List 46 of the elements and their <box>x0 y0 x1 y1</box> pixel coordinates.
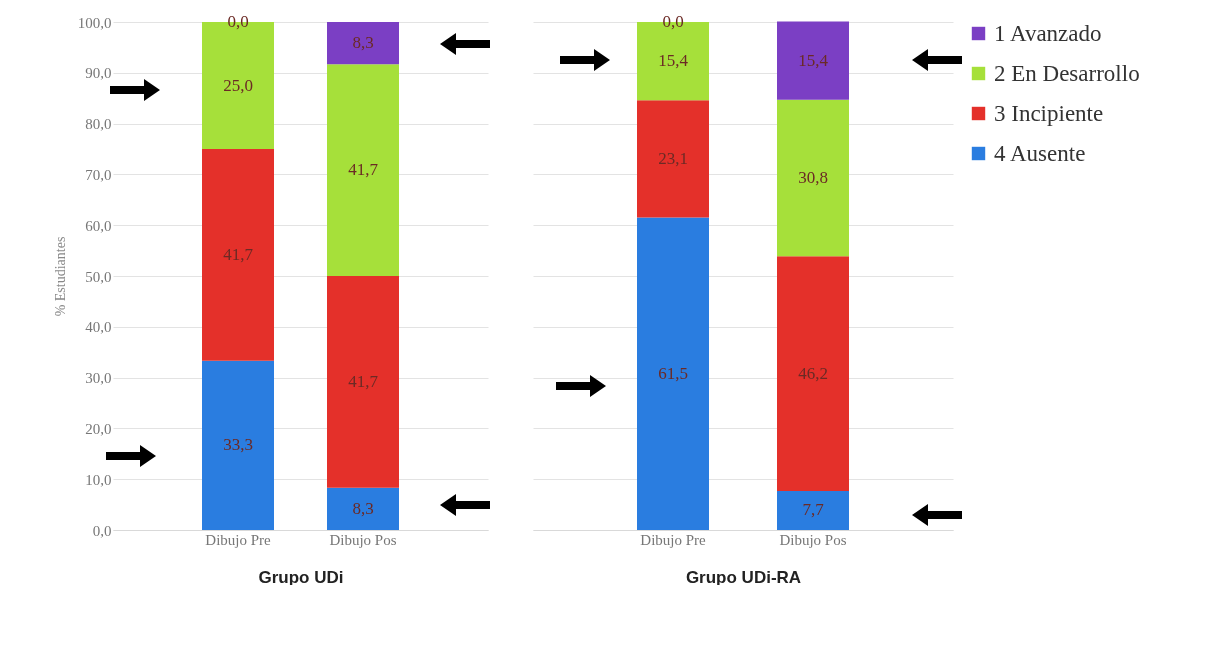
bar <box>202 360 274 530</box>
data-label: 15,4 <box>798 50 829 70</box>
y-tick-label: 100,0 <box>77 14 112 31</box>
legend-label: 1 Avanzado <box>994 20 1102 46</box>
y-tick-label: 60,0 <box>85 217 112 234</box>
bar <box>327 276 399 488</box>
bar <box>777 99 849 257</box>
bar <box>637 217 709 530</box>
y-tick-label: 50,0 <box>85 268 112 285</box>
bar <box>637 100 709 218</box>
data-label: 30,8 <box>798 167 828 187</box>
data-label: 15,4 <box>658 51 689 71</box>
bar <box>202 149 274 361</box>
bar <box>327 22 399 65</box>
bar <box>327 487 399 530</box>
legend-label: 4 Ausente <box>994 140 1086 166</box>
data-label: 41,7 <box>348 160 379 180</box>
bar <box>777 256 849 491</box>
data-label: 61,5 <box>658 363 688 383</box>
data-label: 25,0 <box>223 75 253 95</box>
data-label: 23,1 <box>658 148 688 168</box>
y-tick-label: 70,0 <box>85 166 112 183</box>
x-tick-label: Dibujo Pos <box>779 531 847 548</box>
data-label: 8,3 <box>352 33 374 53</box>
y-axis-title: % Estudiantes <box>52 236 68 317</box>
y-tick-label: 20,0 <box>85 420 112 437</box>
data-label: 41,7 <box>348 371 379 391</box>
bar <box>777 490 849 530</box>
data-label: 33,3 <box>223 435 253 455</box>
data-label: 41,7 <box>223 244 254 264</box>
data-label: 46,2 <box>798 363 828 383</box>
y-tick-label: 90,0 <box>85 65 112 82</box>
y-tick-label: 10,0 <box>85 471 112 488</box>
y-tick-label: 30,0 <box>85 370 112 387</box>
legend-label: 3 Incipiente <box>994 100 1104 126</box>
x-tick-label: Dibujo Pre <box>205 531 272 548</box>
data-label: 7,7 <box>802 500 825 520</box>
x-tick-label: Dibujo Pos <box>329 531 397 548</box>
y-tick-label: 0,0 <box>92 522 112 539</box>
y-tick-label: 40,0 <box>85 319 112 336</box>
data-label: 8,3 <box>352 498 374 518</box>
legend-label: 2 En Desarrollo <box>994 60 1140 86</box>
bar <box>777 21 849 100</box>
bar <box>327 64 399 276</box>
y-tick-label: 80,0 <box>85 116 112 133</box>
x-tick-label: Dibujo Pre <box>640 531 707 548</box>
